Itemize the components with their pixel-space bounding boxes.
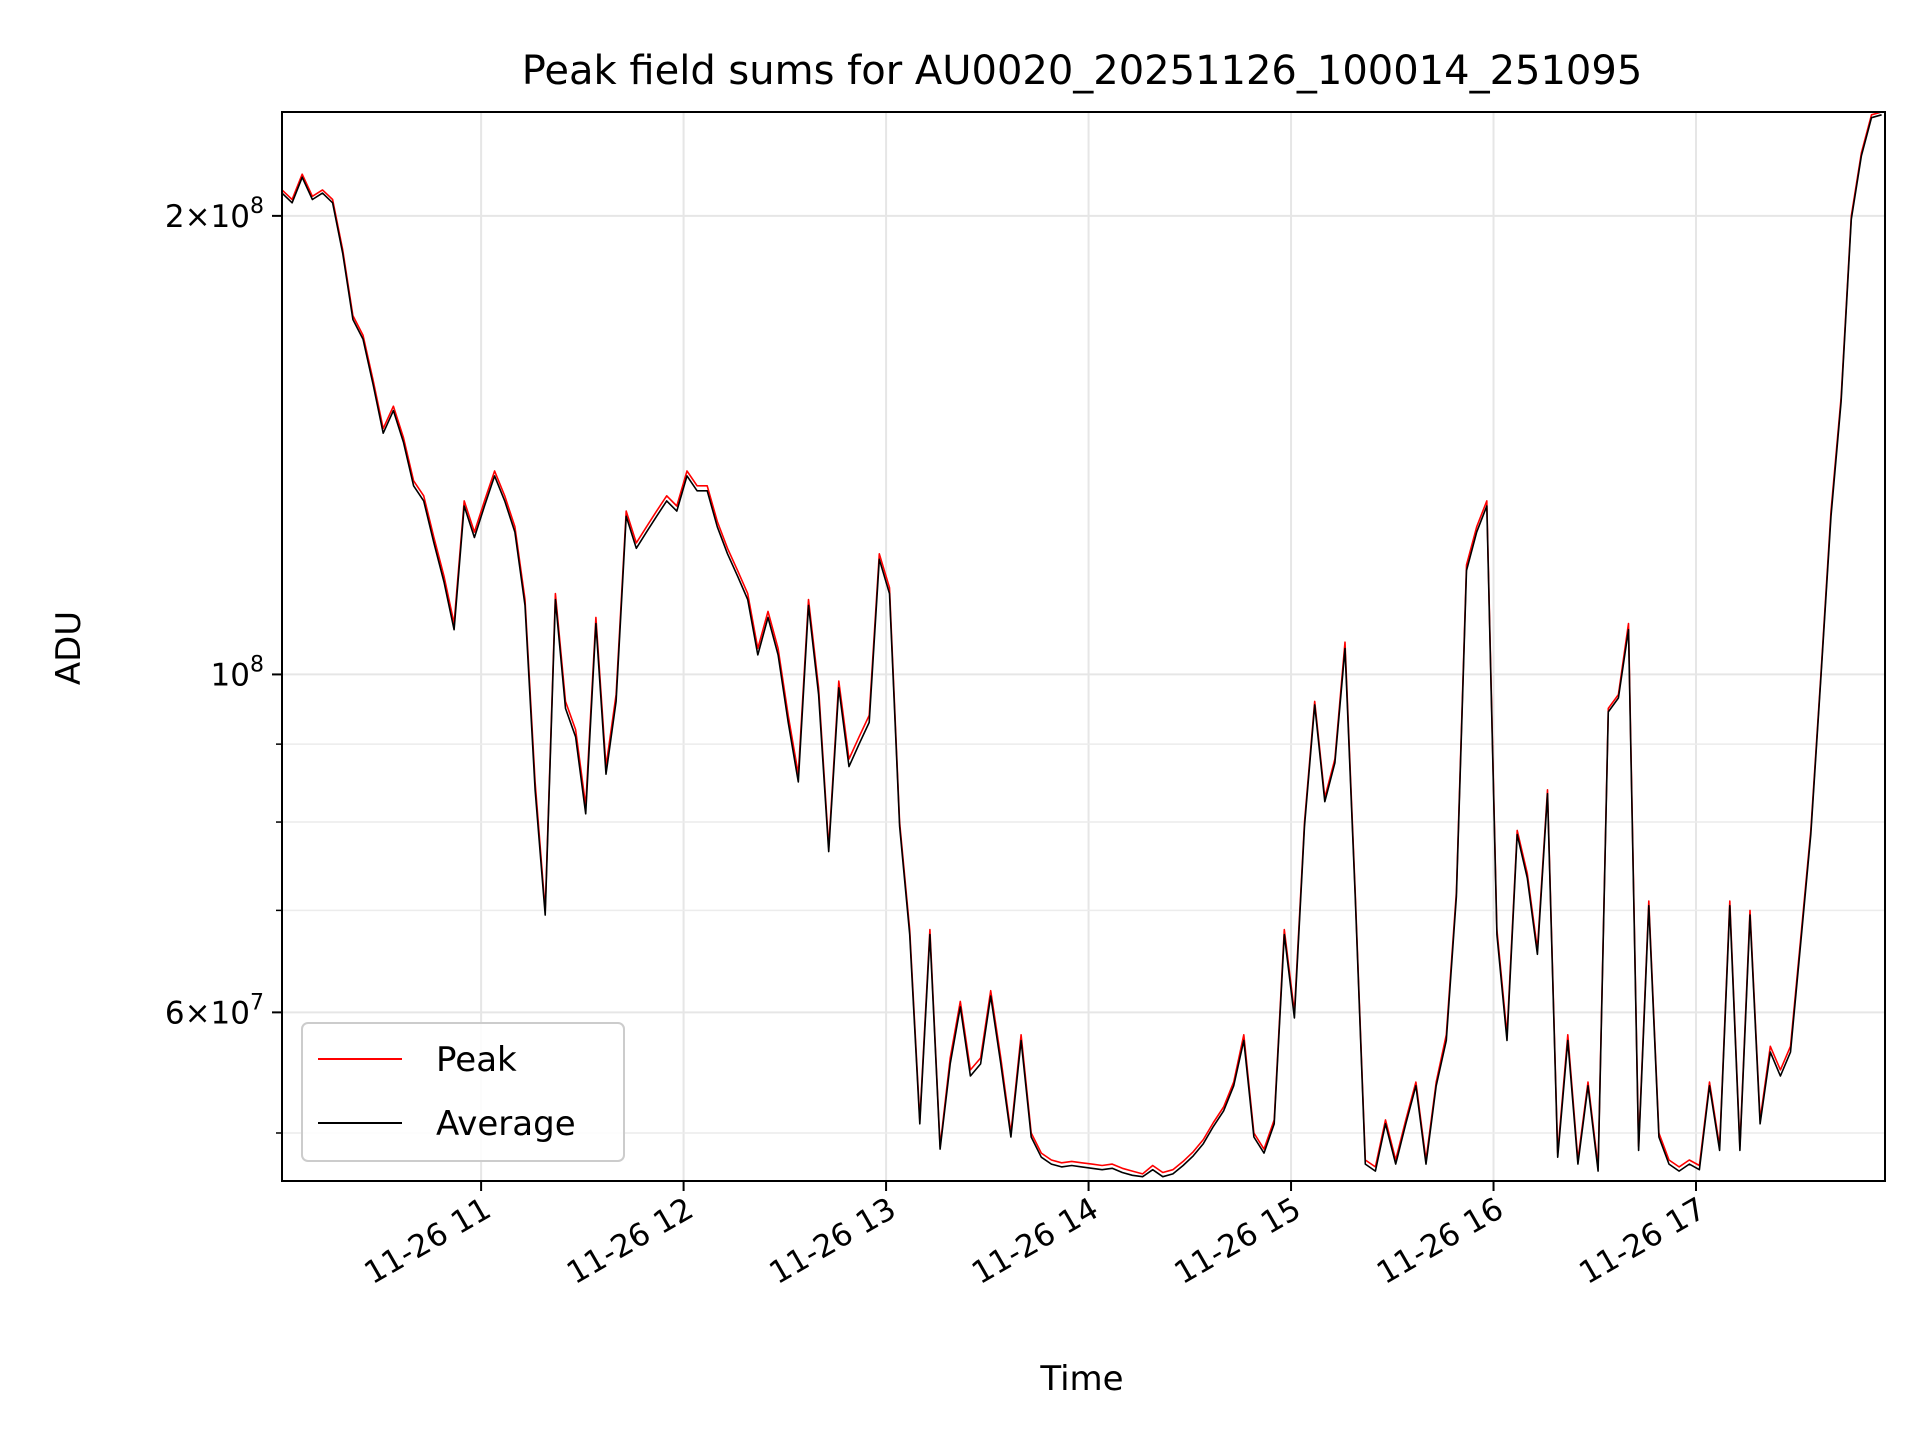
chart-title: Peak field sums for AU0020_20251126_1000… (522, 48, 1643, 94)
y-tick-label: 2×108 (165, 194, 264, 235)
plot-frame (281, 111, 1886, 1182)
legend-label-average: Average (436, 1104, 576, 1144)
grid (282, 112, 1885, 1181)
y-axis-label: ADU (49, 611, 89, 685)
series-line-average (281, 114, 1882, 1178)
legend-label-peak: Peak (436, 1040, 517, 1080)
y-tick-label: 108 (211, 652, 264, 693)
series-lines (281, 111, 1882, 1178)
y-tick-label: 6×107 (165, 990, 264, 1031)
y-axis: 2×108 108 6×107 (165, 194, 282, 1134)
legend-box (301, 1022, 625, 1162)
x-axis-label: Time (1039, 1359, 1123, 1399)
legend: Peak Average (301, 1022, 625, 1162)
